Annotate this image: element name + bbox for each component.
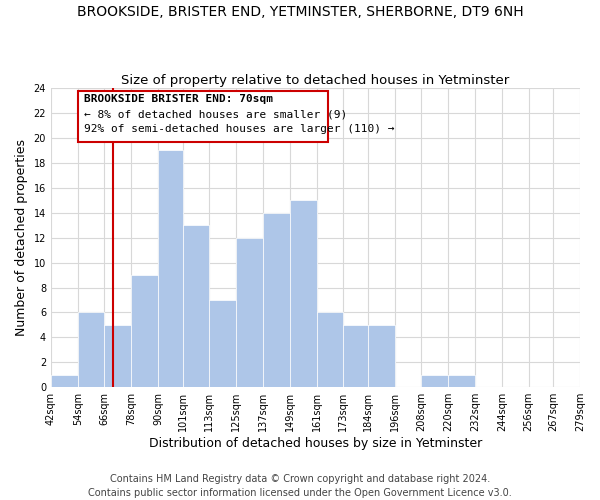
Bar: [182, 225, 209, 387]
Bar: [290, 200, 317, 387]
Bar: [421, 374, 448, 387]
Bar: [317, 312, 343, 387]
Bar: [448, 374, 475, 387]
Bar: [236, 238, 263, 387]
Text: 92% of semi-detached houses are larger (110) →: 92% of semi-detached houses are larger (…: [85, 124, 395, 134]
Text: Contains HM Land Registry data © Crown copyright and database right 2024.
Contai: Contains HM Land Registry data © Crown c…: [88, 474, 512, 498]
Text: BROOKSIDE BRISTER END: 70sqm: BROOKSIDE BRISTER END: 70sqm: [85, 94, 274, 104]
Bar: [51, 374, 78, 387]
Text: BROOKSIDE, BRISTER END, YETMINSTER, SHERBORNE, DT9 6NH: BROOKSIDE, BRISTER END, YETMINSTER, SHER…: [77, 5, 523, 19]
Bar: [209, 300, 236, 387]
Y-axis label: Number of detached properties: Number of detached properties: [15, 139, 28, 336]
Bar: [368, 325, 395, 387]
Bar: [131, 275, 158, 387]
Text: ← 8% of detached houses are smaller (9): ← 8% of detached houses are smaller (9): [85, 110, 347, 120]
Bar: [78, 312, 104, 387]
X-axis label: Distribution of detached houses by size in Yetminster: Distribution of detached houses by size …: [149, 437, 482, 450]
Bar: [158, 150, 182, 387]
FancyBboxPatch shape: [78, 90, 328, 142]
Title: Size of property relative to detached houses in Yetminster: Size of property relative to detached ho…: [121, 74, 509, 87]
Bar: [104, 325, 131, 387]
Bar: [343, 325, 368, 387]
Bar: [263, 213, 290, 387]
